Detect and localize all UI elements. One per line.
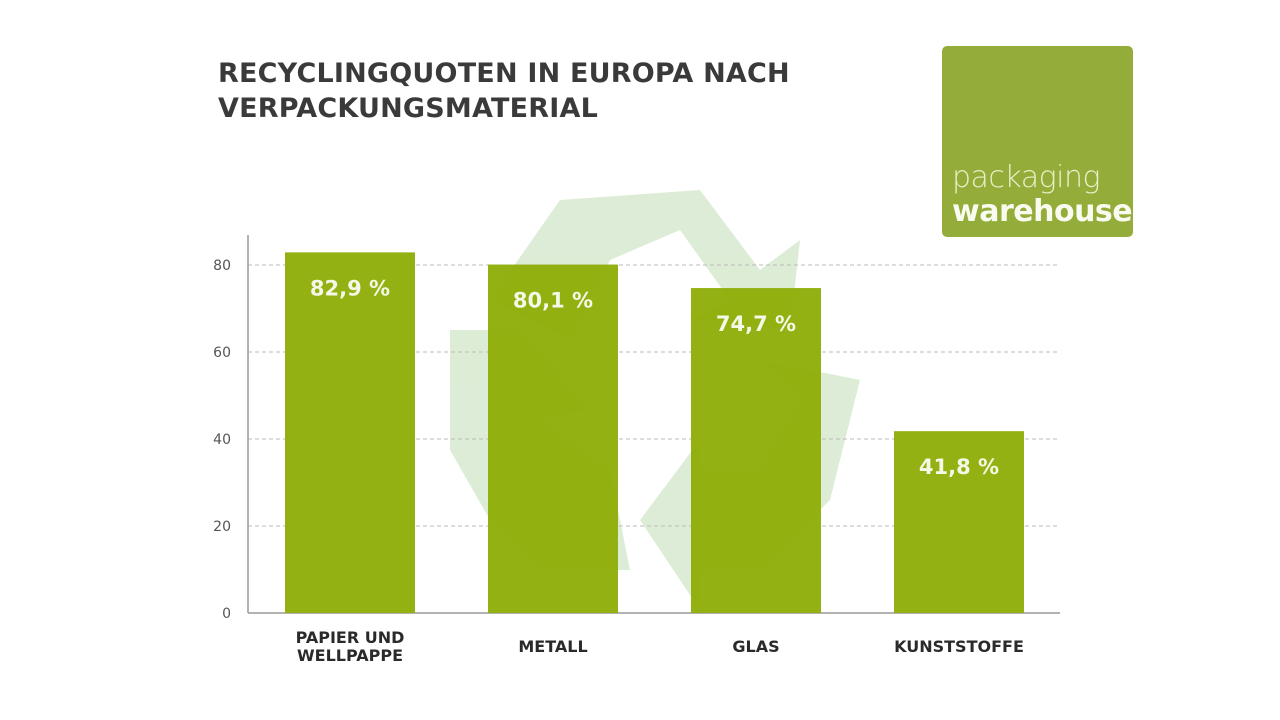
y-tick-label: 80 bbox=[213, 258, 231, 274]
y-tick-label: 40 bbox=[213, 432, 231, 448]
logo-line1: packaging bbox=[952, 160, 1101, 195]
y-tick-label: 0 bbox=[222, 606, 231, 622]
x-tick-label: WELLPAPPE bbox=[297, 646, 403, 665]
bar bbox=[488, 264, 618, 613]
x-tick-label: METALL bbox=[518, 637, 587, 656]
logo-line2: warehouse bbox=[952, 194, 1133, 229]
y-tick-label: 20 bbox=[213, 519, 231, 535]
title-text: RECYCLINGQUOTEN IN EUROPA NACH VERPACKUNG… bbox=[218, 58, 790, 124]
data-label: 80,1 % bbox=[513, 289, 593, 313]
x-tick-label: GLAS bbox=[732, 637, 779, 656]
x-tick-label: KUNSTSTOFFE bbox=[894, 637, 1024, 656]
y-tick-label: 60 bbox=[213, 345, 231, 361]
packaging-warehouse-logo: packaging warehouse bbox=[942, 46, 1133, 237]
chart-title: RECYCLINGQUOTEN IN EUROPA NACH VERPACKUNG… bbox=[218, 56, 790, 126]
bar bbox=[691, 288, 821, 613]
data-label: 41,8 % bbox=[919, 455, 999, 479]
bar bbox=[894, 431, 1024, 613]
x-tick-label: PAPIER UND bbox=[296, 628, 405, 647]
bar bbox=[285, 252, 415, 613]
data-label: 74,7 % bbox=[716, 312, 796, 336]
data-label: 82,9 % bbox=[310, 276, 390, 300]
